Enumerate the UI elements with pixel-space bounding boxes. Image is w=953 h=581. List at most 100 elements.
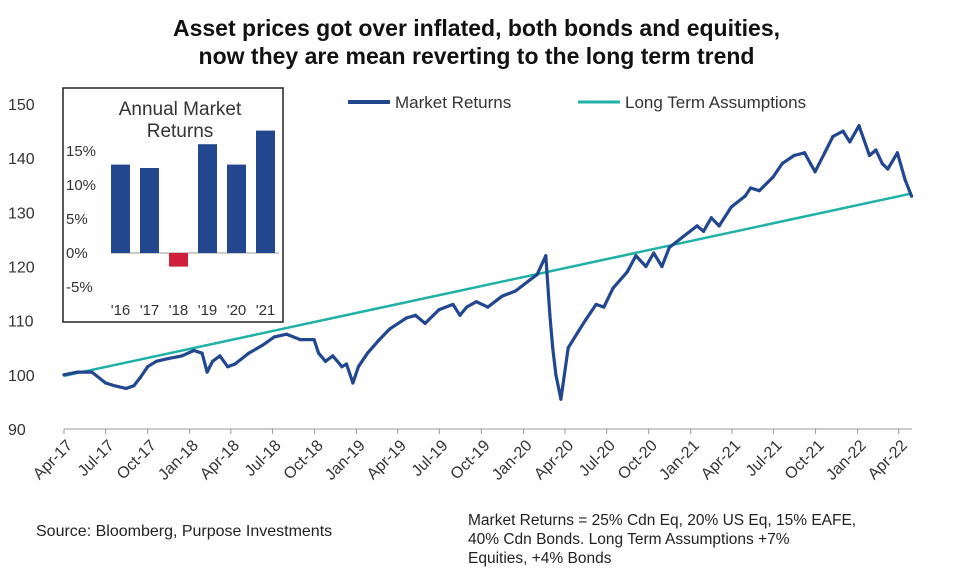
market-returns-point: [331, 354, 335, 358]
market-returns-point: [458, 313, 462, 317]
inset-bar: [227, 164, 246, 253]
market-returns-point: [298, 338, 302, 342]
inset-title-line-1: Annual Market: [119, 99, 242, 120]
definition-note: Market Returns = 25% Cdn Eq, 20% US Eq, …: [468, 511, 928, 568]
market-returns-point: [831, 134, 835, 139]
market-returns-point: [62, 373, 66, 377]
x-tick-label: Jan-21: [656, 437, 703, 484]
chart-title-line-1: Asset prices got over inflated, both bon…: [172, 15, 781, 41]
x-tick-label: Oct-17: [114, 437, 160, 483]
inset-x-tick-label: '17: [140, 302, 160, 319]
market-returns-point: [867, 153, 872, 158]
inset-bar: [169, 253, 188, 267]
market-returns-point: [312, 338, 316, 342]
x-tick-label: Oct-18: [281, 437, 327, 483]
x-tick-label: Jan-19: [322, 437, 369, 484]
market-returns-point: [218, 354, 222, 358]
market-returns-point: [514, 289, 518, 293]
market-returns-point: [823, 151, 827, 155]
market-returns-point: [594, 302, 598, 307]
market-returns-point: [388, 327, 392, 331]
market-returns-point: [717, 224, 721, 228]
inset-frame: [62, 87, 284, 323]
market-returns-point: [138, 375, 142, 380]
market-returns-point: [566, 346, 570, 350]
market-returns-point: [583, 319, 587, 323]
market-returns-point: [709, 216, 713, 220]
market-returns-point: [146, 365, 150, 369]
market-returns-point: [909, 194, 914, 198]
market-returns-point: [233, 362, 237, 366]
market-returns-point: [554, 373, 558, 377]
market-returns-point: [465, 305, 469, 309]
market-returns-point: [808, 161, 813, 166]
market-returns-point: [500, 294, 504, 298]
market-returns-point: [611, 286, 615, 290]
source-note: Source: Bloomberg, Purpose Investments: [36, 523, 333, 540]
market-returns-point: [874, 148, 878, 152]
inset-y-tick-label: 0%: [66, 245, 88, 262]
series-layer: [62, 124, 914, 401]
y-tick-label: 100: [8, 368, 35, 385]
market-returns-point: [602, 305, 606, 309]
inset-x-tick-label: '21: [256, 302, 276, 319]
definition-note-line-1: Market Returns = 25% Cdn Eq, 20% US Eq, …: [468, 512, 857, 529]
market-returns-point: [528, 278, 532, 282]
market-returns-point: [166, 356, 170, 361]
market-returns-point: [365, 351, 370, 355]
market-returns-point: [644, 264, 648, 269]
x-tick-label: Jul-18: [242, 437, 285, 480]
market-returns-point: [112, 384, 116, 388]
inset-y-tick-label: 5%: [66, 211, 88, 228]
market-returns-point: [634, 254, 638, 258]
x-tick-label: Jan-20: [489, 437, 536, 484]
y-tick-label: 130: [8, 205, 35, 222]
inset-y-tick-label: -5%: [66, 279, 93, 296]
market-returns-point: [802, 151, 807, 155]
market-returns-point: [880, 161, 884, 166]
inset-y-tick-label: 10%: [66, 177, 96, 194]
x-tick-label: Apr-22: [865, 437, 911, 483]
market-returns-point: [792, 153, 796, 158]
market-returns-point: [841, 129, 845, 133]
y-tick-label: 110: [8, 314, 34, 331]
market-returns-point: [474, 300, 478, 304]
inset-bar: [256, 130, 275, 253]
market-returns-point: [757, 189, 761, 193]
y-axis-tick-labels: 90 100 110 120 130 140 150: [8, 97, 35, 439]
market-returns-point: [857, 124, 861, 128]
chart-title: Asset prices got over inflated, both bon…: [0, 14, 953, 70]
market-returns-point: [780, 161, 784, 166]
market-returns-point: [247, 351, 251, 355]
market-returns-point: [660, 264, 664, 269]
market-returns-point: [132, 384, 136, 388]
market-returns-point: [544, 254, 548, 258]
market-returns-point: [124, 386, 128, 390]
market-returns-point: [625, 270, 629, 274]
market-returns-point: [548, 313, 552, 317]
x-tick-label: Jul-21: [743, 437, 786, 480]
market-returns-point: [535, 273, 539, 277]
y-tick-label: 140: [8, 151, 35, 168]
legend: Market Returns Long Term Assumptions: [348, 93, 806, 112]
market-returns-point: [180, 354, 184, 358]
inset-title-line-2: Returns: [147, 121, 214, 142]
market-returns-point: [154, 359, 158, 363]
market-returns-point: [451, 302, 455, 307]
market-returns-point: [551, 346, 555, 350]
x-tick-label: Apr-18: [197, 437, 243, 483]
x-tick-label: Oct-20: [615, 437, 661, 483]
market-returns-point: [210, 359, 215, 363]
x-tick-label: Jan-18: [155, 437, 202, 484]
market-returns-point: [681, 235, 685, 239]
market-returns-point: [729, 205, 734, 209]
market-returns-point: [340, 365, 344, 369]
legend-long-term-assumptions-label: Long Term Assumptions: [625, 93, 806, 112]
market-returns-point: [404, 316, 408, 320]
x-axis: Apr-17Jul-17Oct-17Jan-18Apr-18Jul-18Oct-…: [30, 428, 912, 484]
inset-x-tick-label: '19: [198, 302, 218, 319]
market-returns-point: [377, 338, 382, 342]
market-returns-point: [192, 348, 196, 353]
